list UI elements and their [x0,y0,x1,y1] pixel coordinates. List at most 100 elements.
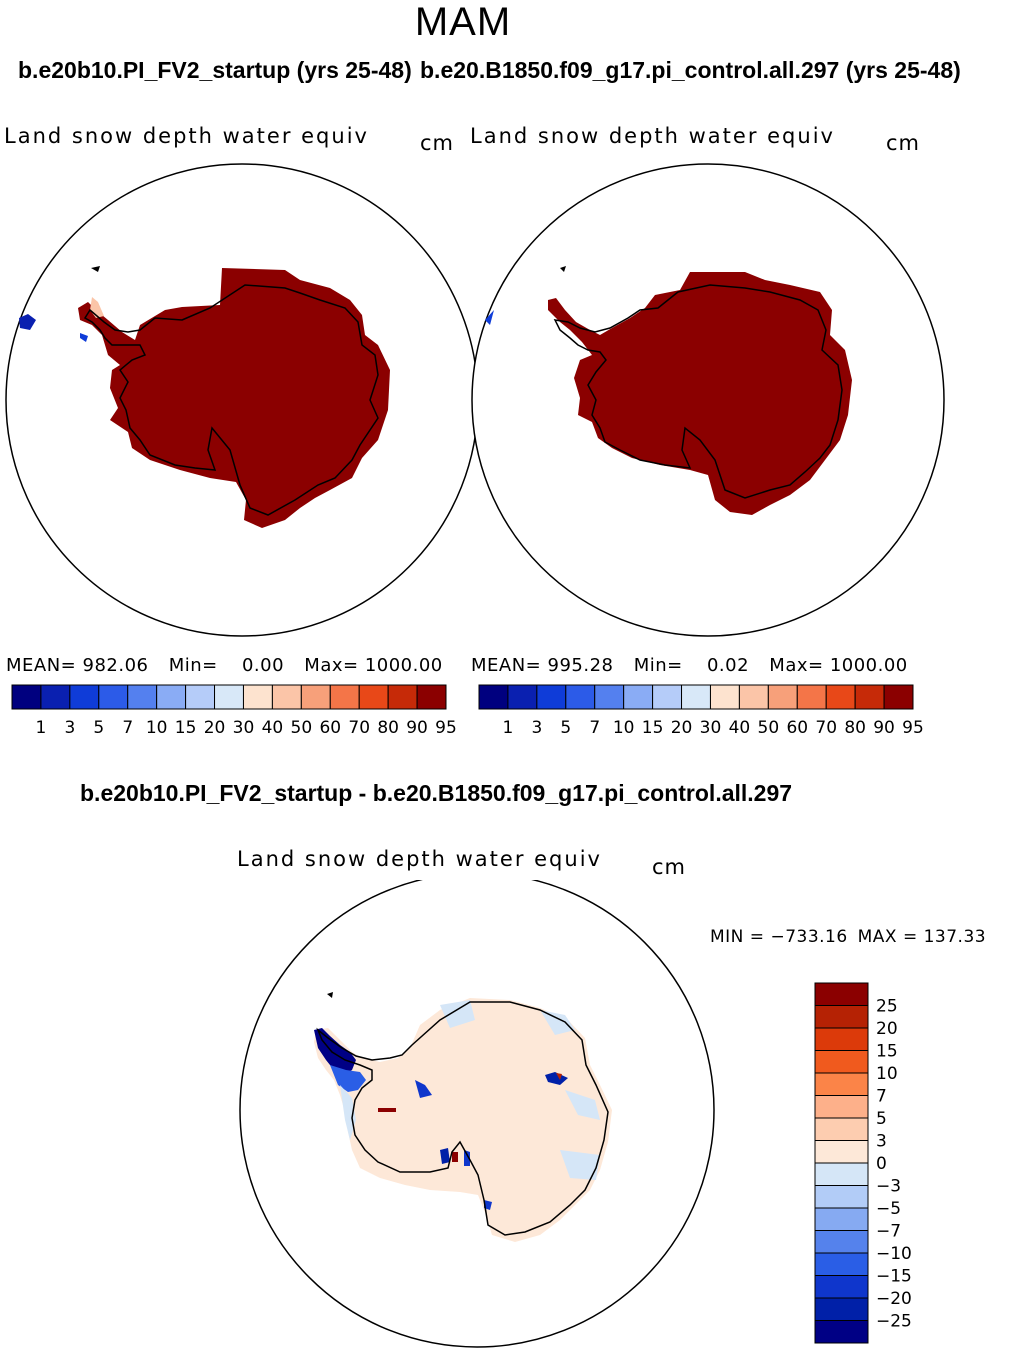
colorbar-swatch [185,684,216,710]
colorbar-swatch [623,684,654,710]
panel-right-min-value: 0.02 [706,655,750,676]
diff-units: cm [652,855,687,879]
panel-left-min-value: 0.00 [241,655,285,676]
diff-colorbar-swatch [814,1230,869,1254]
panel-right-mean-value: 995.28 [547,655,614,676]
colorbar-swatch [416,684,447,710]
diff-colorbar-swatch [814,1207,869,1231]
colorbar-tick-label: 50 [291,718,313,738]
colorbar-tick-label: 1 [503,718,514,738]
diff-coastline [316,1001,609,1236]
panel-right-antarctica-fill [485,266,852,515]
colorbar-swatch [565,684,596,710]
colorbar-tick-label: 30 [700,718,722,738]
panel-left-units: cm [420,131,455,155]
colorbar-tick-label: 60 [786,718,808,738]
diff-colorbar-tick-label: 15 [876,1042,898,1062]
colorbar-swatch [40,684,71,710]
colorbar-tick-label: 7 [122,718,133,738]
diff-minmax: MIN = −733.16 MAX = 137.33 [710,927,986,947]
panel-right-stats: MEAN= 995.28 Min= 0.02 Max= 1000.00 [471,655,908,676]
colorbar-tick-label: 40 [262,718,284,738]
colorbar-swatch [242,684,273,710]
colorbar-swatch [98,684,129,710]
colorbar-tick-label: 40 [729,718,751,738]
diff-colorbar-tick-label: 3 [876,1132,887,1152]
panel-left-mean-label: MEAN= [6,655,77,676]
colorbar-swatch [594,684,625,710]
panel-left-min-label: Min= [168,655,218,676]
colorbar-tick-label: 15 [175,718,197,738]
colorbar-tick-label: 3 [531,718,542,738]
diff-colorbar-swatch [814,1027,869,1051]
panel-right-variable: Land snow depth water equiv [470,124,835,148]
diff-colorbar-tick-label: 20 [876,1019,898,1039]
colorbar-swatch [536,684,567,710]
panel-right-mean-label: MEAN= [471,655,542,676]
colorbar-tick-label: 20 [204,718,226,738]
colorbar-swatch [681,684,711,710]
colorbar-tick-label: 1 [36,718,47,738]
panel-left-max-value: 1000.00 [364,655,443,676]
panel-right-map [471,163,945,637]
season-title: MAM [414,0,512,44]
colorbar-swatch [652,684,683,710]
diff-colorbar-tick-label: 5 [876,1109,887,1129]
diff-title: b.e20b10.PI_FV2_startup - b.e20.B1850.f0… [80,780,793,806]
colorbar-tick-label: 80 [377,718,399,738]
diff-colorbar-tick-label: −3 [876,1177,901,1197]
diff-colorbar-tick-label: 25 [876,997,898,1017]
diff-max-value: 137.33 [923,927,987,947]
colorbar-swatch [11,684,42,710]
diff-min-value: −733.16 [770,927,848,947]
colorbar-tick-label: 60 [319,718,341,738]
panel-right-min-label: Min= [633,655,683,676]
panel-left-stats: MEAN= 982.06 Min= 0.00 Max= 1000.00 [6,655,443,676]
colorbar-swatch [300,684,331,710]
diff-colorbar-tick-label: 0 [876,1154,887,1174]
colorbar-swatch [709,684,740,710]
colorbar-swatch [127,684,158,710]
diff-map [239,880,715,1348]
panel-right-max-label: Max= [769,655,824,676]
abs-maps [5,163,945,637]
colorbar-tick-label: 15 [642,718,664,738]
diff-colorbar-swatch [814,1095,869,1119]
diff-colorbar-swatch [814,1050,869,1074]
diff-colorbar-tick-label: −20 [876,1289,912,1309]
diff-colorbar-swatch [814,1117,869,1141]
colorbar-tick-label: 70 [348,718,370,738]
diff-colorbar-tick-label: −15 [876,1267,912,1287]
diff-colorbar-swatch [814,1320,869,1344]
colorbar-tick-label: 70 [815,718,837,738]
panel-left-variable: Land snow depth water equiv [4,124,369,148]
diff-colorbar-swatch [814,1072,869,1096]
diff-colorbar-tick-label: 10 [876,1064,898,1084]
abs-colorbars: 1 3 5 7 10 15 20 30 40 50 60 70 80 90 95 1 3 5 7 10 15 20 30 4… [11,684,924,738]
panel-right-units: cm [886,131,921,155]
colorbar-tick-label: 7 [589,718,600,738]
colorbar-swatch [214,684,244,710]
colorbar-swatch [825,684,856,710]
colorbar-tick-label: 95 [435,718,457,738]
colorbar-tick-label: 10 [146,718,168,738]
colorbar-tick-label: 5 [93,718,104,738]
diff-colorbar-tick-label: −5 [876,1199,901,1219]
diff-max-label: MAX = [857,927,918,947]
colorbar-swatch [358,684,389,710]
diff-variable: Land snow depth water equiv [237,847,602,871]
colorbar-swatch [883,684,914,710]
colorbar-swatch [156,684,187,710]
diff-colorbar-swatch [814,1162,869,1186]
panel-left-colorbar: 1 3 5 7 10 15 20 30 40 50 60 70 80 90 95 [11,684,457,738]
colorbar-swatch [507,684,538,710]
diff-colorbar-swatch [814,982,869,1006]
colorbar-swatch [329,684,360,710]
panel-right-max-value: 1000.00 [829,655,908,676]
colorbar-swatch [796,684,827,710]
panel-left-antarctica-fill [19,266,390,528]
colorbar-tick-label: 95 [902,718,924,738]
colorbar-swatch [854,684,885,710]
panel-right-colorbar: 1 3 5 7 10 15 20 30 40 50 60 70 80 90 95 [478,684,924,738]
